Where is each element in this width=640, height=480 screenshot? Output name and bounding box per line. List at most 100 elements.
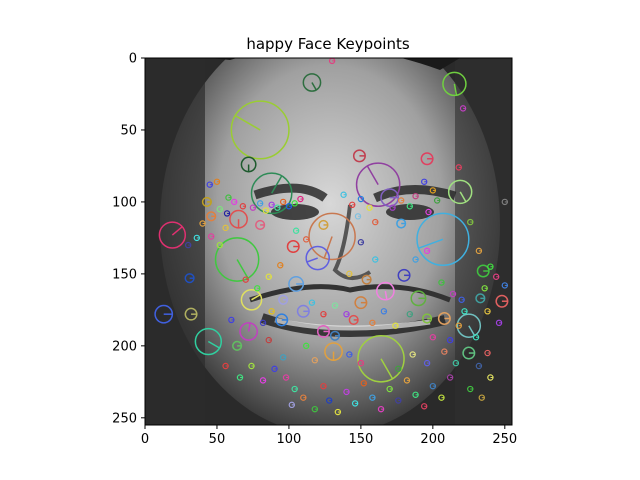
y-tick-label: 250 [112, 411, 137, 426]
keypoint-marker [320, 382, 327, 390]
keypoint-marker [311, 405, 319, 413]
keypoint-marker [239, 203, 247, 210]
keypoint-orientation [207, 340, 220, 349]
keypoint-marker [302, 342, 310, 350]
keypoint-marker [495, 319, 503, 327]
keypoint-orientation [247, 322, 251, 332]
keypoint-orientation [323, 236, 333, 259]
keypoint-marker [343, 388, 350, 396]
keypoint [318, 219, 329, 231]
keypoint-orientation [380, 358, 394, 380]
keypoint-marker [421, 403, 428, 410]
keypoint-circle [286, 240, 300, 254]
keypoint [286, 240, 300, 254]
keypoint-orientation [468, 325, 476, 337]
keypoint-marker [259, 377, 267, 384]
keypoint-marker [208, 233, 215, 240]
keypoint-marker [501, 282, 509, 289]
keypoint-marker [288, 401, 295, 409]
keypoint [154, 304, 174, 324]
keypoint-marker [372, 218, 379, 226]
keypoint-marker [467, 385, 474, 393]
keypoint-marker [412, 256, 419, 263]
keypoint-marker [357, 239, 365, 246]
keypoint-marker [268, 308, 275, 315]
keypoint-marker [377, 405, 385, 413]
keypoint-marker [248, 362, 255, 370]
keypoint-circle [357, 335, 405, 383]
keypoint [240, 156, 257, 173]
keypoint-marker [467, 218, 474, 226]
keypoint [229, 209, 248, 229]
x-tick-label: 250 [492, 432, 517, 447]
keypoint-marker [478, 394, 485, 401]
keypoint-marker [292, 227, 300, 234]
keypoint [380, 188, 400, 207]
keypoint-marker [389, 204, 396, 211]
keypoint-marker [446, 336, 454, 344]
keypoint-circle [456, 313, 482, 338]
keypoint-orientation [453, 83, 458, 96]
keypoint-circle [240, 288, 263, 311]
keypoint [357, 335, 405, 383]
keypoint-circle [476, 264, 490, 278]
keypoint [397, 268, 411, 282]
keypoint-circle [214, 237, 260, 282]
keypoint-orientation [311, 82, 317, 91]
keypoint-marker [223, 210, 231, 217]
keypoint-marker [308, 299, 316, 306]
keypoint-marker [268, 201, 275, 208]
keypoint-circle [324, 342, 343, 361]
keypoint-circle [355, 162, 401, 207]
keypoint-marker [461, 308, 468, 315]
keypoint-marker [206, 181, 213, 188]
keypoint-marker [228, 316, 235, 324]
keypoint [288, 276, 305, 292]
keypoint [361, 274, 372, 285]
keypoint [158, 221, 187, 249]
keypoint-marker [487, 374, 494, 381]
keypoint-marker [265, 336, 272, 344]
keypoint [354, 296, 368, 310]
keypoint [476, 264, 490, 278]
keypoint-marker [199, 220, 206, 227]
x-tick-label: 150 [348, 432, 373, 447]
keypoint-marker [360, 380, 367, 387]
keypoint-marker [231, 198, 238, 206]
keypoint-marker [366, 204, 373, 211]
keypoint [475, 293, 486, 304]
y-axis: 0 50 100 150 200 250 [112, 52, 145, 426]
keypoint [442, 71, 467, 97]
keypoint-marker [487, 263, 494, 270]
keypoint-marker [216, 241, 224, 249]
keypoint-marker [475, 362, 483, 370]
keypoint-marker [311, 357, 319, 364]
keypoint-marker [395, 397, 402, 404]
keypoint [352, 149, 366, 163]
x-tick-label: 50 [209, 432, 226, 447]
keypoint-marker [326, 397, 333, 404]
keypoint-circle [239, 322, 259, 341]
keypoint-orientation [234, 114, 261, 131]
keypoint [232, 340, 243, 351]
keypoint [416, 212, 470, 266]
keypoint-marker [354, 213, 362, 220]
keypoint-marker [386, 385, 393, 393]
keypoint-marker [429, 334, 437, 341]
keypoint-marker [357, 195, 365, 203]
axes-frame [144, 57, 513, 426]
keypoint [275, 313, 289, 327]
keypoint-circle [201, 196, 212, 207]
y-tick-label: 200 [112, 339, 137, 354]
keypoint-marker [357, 359, 365, 367]
keypoint-marker [455, 164, 462, 171]
keypoint-marker [346, 351, 353, 358]
keypoint-circle [232, 340, 243, 351]
keypoint-marker [346, 270, 353, 278]
x-axis: 0 50 100 150 200 250 [141, 425, 517, 447]
x-tick-label: 100 [277, 432, 302, 447]
x-tick-label: 200 [420, 432, 445, 447]
keypoint [302, 73, 322, 92]
keypoint-marker [222, 224, 229, 232]
